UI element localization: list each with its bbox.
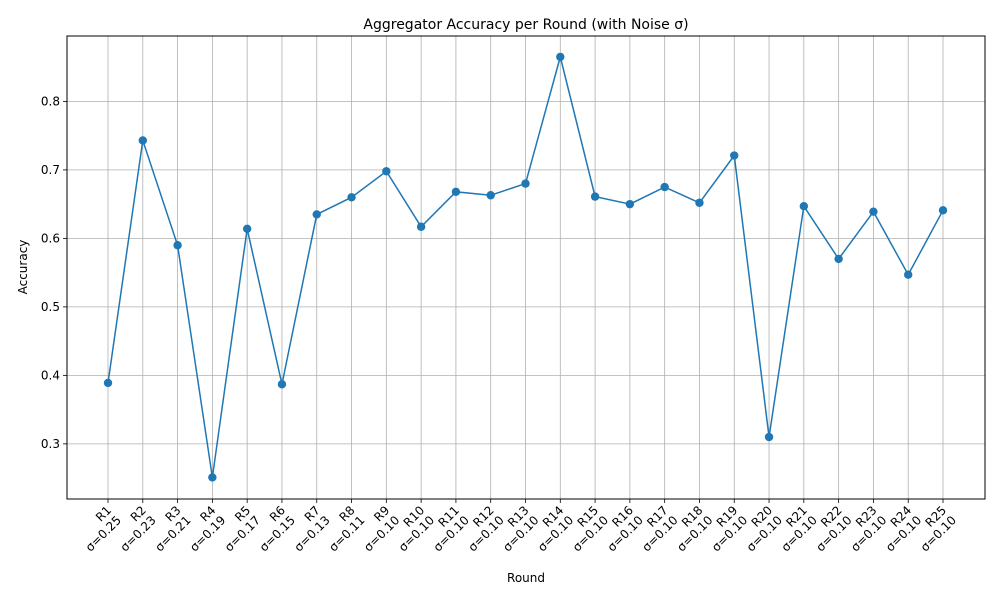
y-tick-label: 0.5 [41,300,60,314]
data-point [277,380,287,389]
y-tick-label: 0.4 [41,368,60,382]
data-point [138,136,147,145]
x-axis-label: Round [507,571,545,585]
chart-title: Aggregator Accuracy per Round (with Nois… [363,17,688,33]
data-point [660,182,669,192]
y-tick-label: 0.3 [41,437,60,451]
data-point [103,378,113,388]
data-point [347,193,356,202]
data-point [173,241,182,250]
data-point [521,179,530,188]
data-point [730,151,739,160]
data-point [312,210,321,219]
grid [67,36,985,499]
data-point [416,222,426,231]
data-point [242,224,252,234]
data-point [869,207,878,216]
data-point [764,432,774,442]
data-point [590,192,600,201]
y-tick-label: 0.8 [41,94,60,108]
y-tick-label: 0.7 [41,163,60,177]
data-point [799,202,809,211]
data-point [625,199,635,209]
data-point [486,191,495,200]
data-point [382,167,391,176]
y-tick-label: 0.6 [41,231,60,245]
series-markers [103,52,948,482]
data-point [938,206,948,215]
y-axis-label: Accuracy [16,240,30,295]
data-point [208,473,217,482]
data-point [556,52,565,62]
data-point [451,187,461,197]
data-point [834,254,843,264]
data-point [695,198,704,207]
data-point [904,270,913,279]
plot-frame [66,35,986,500]
y-axis-ticks: 0.3 0.4 0.5 0.6 0.7 0.8 [41,94,67,451]
